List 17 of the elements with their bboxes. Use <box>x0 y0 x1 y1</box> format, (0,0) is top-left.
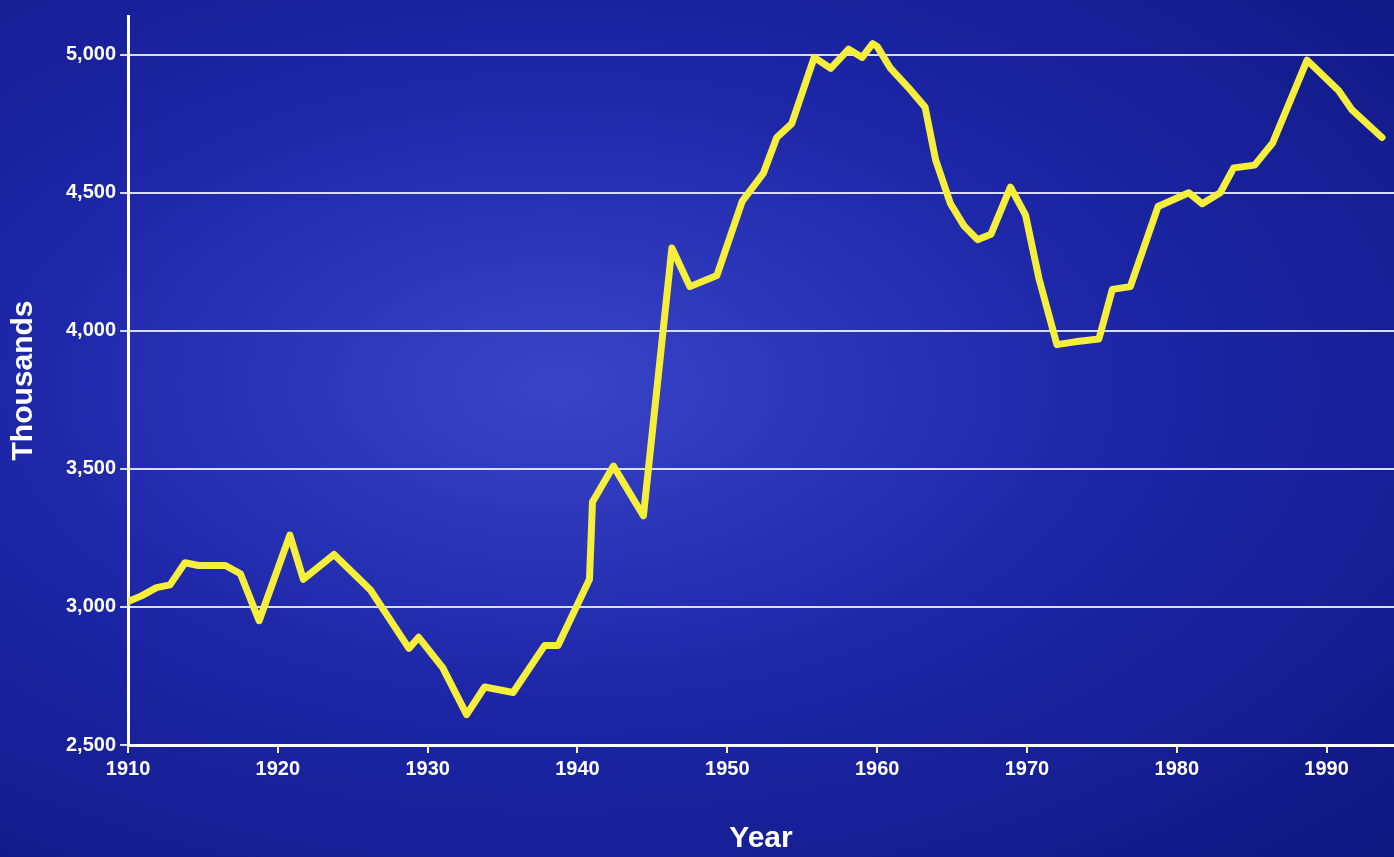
x-axis-title: Year <box>729 820 794 854</box>
y-axis-title: Thousands <box>5 300 39 461</box>
x-tick-label: 1950 <box>705 756 750 779</box>
y-tick-label: 4,500 <box>65 180 117 203</box>
y-tick-label: 2,500 <box>65 732 117 755</box>
x-tick-label: 1940 <box>555 756 600 779</box>
x-tick-label: 1990 <box>1304 756 1349 779</box>
x-tick-label: 1980 <box>1154 756 1200 779</box>
x-tick-label: 1970 <box>1004 756 1050 779</box>
x-tick-label: 1910 <box>105 756 151 779</box>
x-tick-label: 1930 <box>405 756 450 779</box>
y-tick-label: 3,000 <box>65 594 117 617</box>
y-tick-label: 5,000 <box>65 42 117 65</box>
x-tick-label: 1960 <box>854 756 900 779</box>
y-tick-label: 4,000 <box>65 318 117 341</box>
y-tick-label: 3,500 <box>65 456 117 479</box>
x-tick-label: 1920 <box>255 756 301 779</box>
